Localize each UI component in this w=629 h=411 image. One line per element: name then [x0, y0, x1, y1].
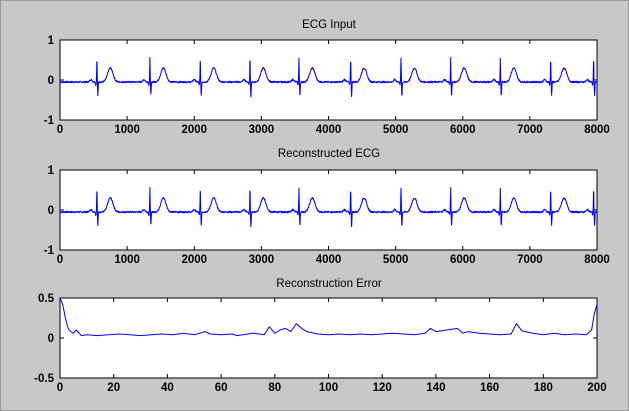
reconstruction-error-ytick-label: -0.5 [34, 373, 54, 385]
ecg-input-xtick-label: 3000 [249, 124, 275, 136]
reconstruction-error-axes [59, 297, 598, 379]
reconstruction-error-xtick-label: 20 [107, 382, 120, 394]
ecg-input-title: ECG Input [302, 19, 356, 31]
reconstruction-error-title: Reconstruction Error [276, 278, 382, 290]
reconstruction-error-xtick-label: 40 [161, 382, 174, 394]
reconstruction-error-xtick-label: 60 [215, 382, 228, 394]
ecg-input-xtick-label: 1000 [114, 124, 140, 136]
ecg-input-series [59, 56, 598, 98]
reconstructed-ecg-xtick-label: 8000 [584, 254, 610, 266]
reconstructed-ecg-line [59, 186, 598, 228]
reconstructed-ecg-panel: Reconstructed ECG 0 1000 2000 3000 4000 5000 6… [44, 148, 610, 266]
ecg-input-line [59, 56, 598, 98]
reconstruction-error-panel: Reconstruction Error 0 20 40 60 80 100 120 140 1… [34, 278, 606, 394]
reconstructed-ecg-xtick-label: 4000 [316, 254, 342, 266]
ecg-input-xtick-label: 4000 [316, 124, 342, 136]
reconstruction-error-xtick-label: 160 [480, 382, 499, 394]
reconstructed-ecg-xtick-label: 0 [57, 254, 63, 266]
ecg-input-xtick-label: 2000 [181, 124, 207, 136]
reconstruction-error-ytick-label: 0.5 [38, 293, 55, 305]
ecg-input-xtick-label: 6000 [450, 124, 476, 136]
reconstruction-error-xtick-label: 0 [57, 382, 63, 394]
reconstructed-ecg-ytick-label: 1 [48, 165, 55, 177]
reconstruction-error-xtick-label: 140 [426, 382, 445, 394]
reconstructed-ecg-xtick-label: 7000 [517, 254, 543, 266]
reconstruction-error-xtick-label: 120 [373, 382, 392, 394]
ecg-input-xtick-label: 8000 [584, 124, 610, 136]
reconstructed-ecg-title: Reconstructed ECG [278, 148, 380, 160]
reconstructed-ecg-xtick-label: 5000 [383, 254, 409, 266]
reconstruction-error-ytick-label: 0 [48, 333, 54, 345]
reconstruction-error-xtick-label: 180 [534, 382, 553, 394]
ecg-input-ytick-label: 0 [48, 75, 54, 87]
reconstruction-error-xtick-label: 200 [587, 382, 606, 394]
reconstruction-error-series [59, 297, 598, 337]
ecg-input-ytick-label: -1 [44, 115, 55, 127]
reconstruction-error-line [59, 297, 598, 337]
ecg-input-panel: ECG Input 0 1000 2000 3000 4000 5000 6000 7000 8… [44, 19, 610, 136]
reconstructed-ecg-xtick-label: 3000 [249, 254, 275, 266]
reconstructed-ecg-ytick-label: 0 [48, 205, 54, 217]
ecg-input-xtick-label: 7000 [517, 124, 543, 136]
ecg-input-xtick-label: 0 [57, 124, 63, 136]
reconstruction-error-xtick-label: 80 [268, 382, 281, 394]
reconstructed-ecg-xtick-label: 6000 [450, 254, 476, 266]
reconstruction-error-xtick-label: 100 [319, 382, 338, 394]
ecg-input-axes [59, 39, 598, 121]
ecg-input-xtick-label: 5000 [383, 124, 409, 136]
reconstructed-ecg-xtick-label: 2000 [181, 254, 207, 266]
reconstruction-error-ticks: 0 20 40 60 80 100 120 140 160 180 2000.50-0.5 [34, 293, 606, 394]
reconstructed-ecg-axes [59, 169, 598, 251]
ecg-input-ytick-label: 1 [48, 35, 55, 47]
reconstructed-ecg-series [59, 186, 598, 228]
reconstructed-ecg-xtick-label: 1000 [114, 254, 140, 266]
reconstructed-ecg-ytick-label: -1 [44, 245, 55, 257]
